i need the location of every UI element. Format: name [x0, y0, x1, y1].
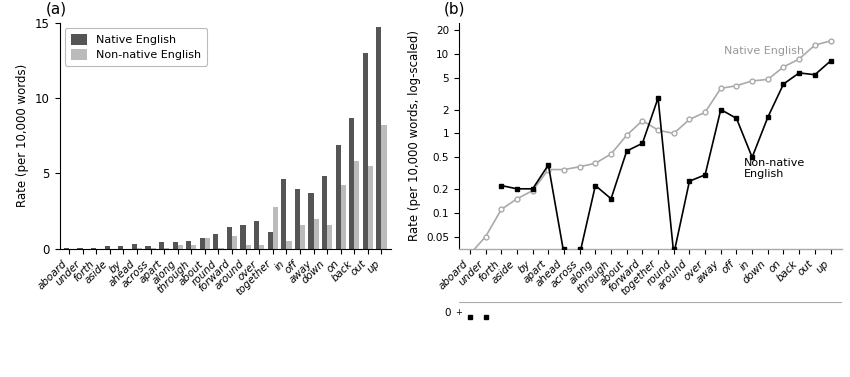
Bar: [286, 241, 292, 249]
Bar: [349, 118, 354, 249]
Bar: [137, 248, 142, 249]
Bar: [246, 245, 251, 249]
Bar: [300, 225, 305, 249]
Bar: [268, 232, 273, 249]
Bar: [259, 245, 264, 249]
Bar: [164, 248, 169, 249]
Bar: [218, 248, 224, 249]
Bar: [273, 207, 278, 249]
Y-axis label: Rate (per 10,000 words): Rate (per 10,000 words): [16, 64, 30, 207]
Bar: [150, 248, 156, 249]
Bar: [327, 225, 332, 249]
Text: +: +: [455, 308, 462, 317]
Bar: [232, 236, 237, 249]
Bar: [309, 193, 314, 249]
Bar: [105, 246, 110, 249]
Bar: [363, 53, 368, 249]
Bar: [64, 248, 69, 249]
Bar: [354, 161, 360, 249]
Bar: [159, 242, 164, 249]
Bar: [341, 185, 346, 249]
Bar: [178, 245, 183, 249]
Bar: [314, 219, 319, 249]
Bar: [205, 238, 210, 249]
Bar: [322, 176, 327, 249]
Bar: [377, 27, 382, 249]
Bar: [336, 145, 341, 249]
Bar: [295, 188, 300, 249]
Bar: [241, 225, 246, 249]
Text: 0: 0: [445, 308, 451, 318]
Bar: [200, 238, 205, 249]
Y-axis label: Rate (per 10,000 words, log-scaled): Rate (per 10,000 words, log-scaled): [408, 30, 421, 241]
Bar: [145, 245, 150, 249]
Bar: [227, 227, 232, 249]
Bar: [77, 248, 82, 249]
Text: (a): (a): [46, 2, 67, 17]
Text: Native English: Native English: [724, 46, 804, 56]
Bar: [91, 248, 96, 249]
Bar: [132, 244, 137, 249]
Text: (b): (b): [444, 2, 465, 17]
Bar: [382, 125, 387, 249]
Bar: [281, 179, 286, 249]
Bar: [186, 241, 191, 249]
Text: Non-native
English: Non-native English: [745, 158, 806, 179]
Bar: [118, 245, 123, 249]
Legend: Native English, Non-native English: Native English, Non-native English: [65, 28, 207, 66]
Bar: [191, 245, 196, 249]
Bar: [368, 166, 373, 249]
Bar: [213, 234, 218, 249]
Bar: [173, 242, 178, 249]
Bar: [254, 221, 259, 249]
